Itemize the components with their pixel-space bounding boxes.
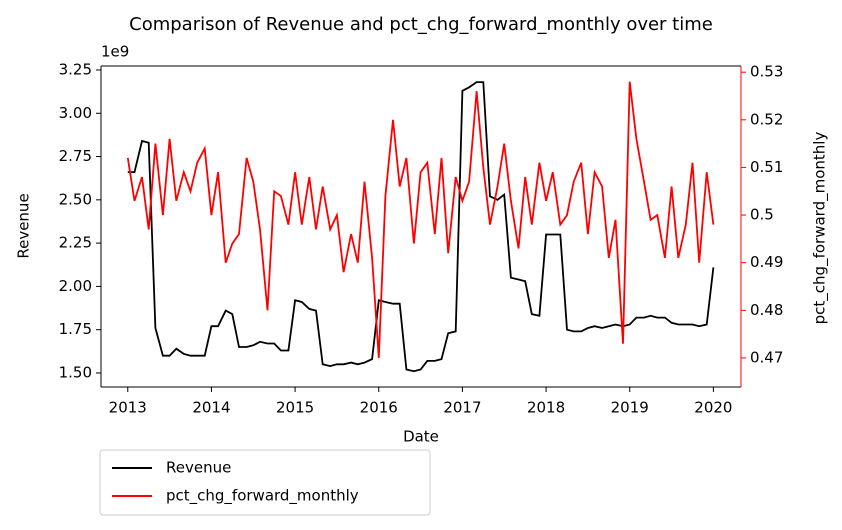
series-line [127,81,715,373]
x-axis-label: Date [403,428,439,446]
legend-box [99,449,431,516]
legend-label: pct_chg_forward_monthly [166,487,359,506]
y-tick-label: 2.75 [59,147,92,165]
series-line [126,81,715,358]
x-tick-label: 2015 [276,399,314,417]
chart-title: Comparison of Revenue and pct_chg_forwar… [129,14,713,35]
y2-tick-label: 0.49 [750,253,783,271]
x-tick-label: 2016 [360,399,398,417]
y-tick-label: 3.00 [59,104,92,122]
y2-tick-label: 0.53 [750,63,783,81]
y-tick-label: 3.25 [59,60,92,78]
y2-tick-label: 0.52 [750,110,783,128]
y2-tick-label: 0.51 [750,158,783,176]
y-offset-text: 1e9 [101,43,129,61]
y-tick-label: 2.50 [59,190,92,208]
legend-label: Revenue [166,459,231,477]
x-tick-label: 2017 [443,399,481,417]
y2-axis-label: pct_chg_forward_monthly [811,132,830,325]
y2-tick-label: 0.5 [750,206,774,224]
y-axis-label: Revenue [15,193,33,258]
y-tick-label: 2.00 [59,277,92,295]
y-tick-label: 1.75 [59,320,92,338]
y-tick-label: 2.25 [59,234,92,252]
x-tick-label: 2020 [694,399,732,417]
x-tick-label: 2013 [109,399,147,417]
y2-tick-label: 0.48 [750,301,783,319]
x-tick-label: 2018 [527,399,565,417]
y-tick-label: 1.50 [59,363,92,381]
x-tick-label: 2014 [192,399,230,417]
y2-tick-label: 0.47 [750,348,783,366]
x-tick-label: 2019 [611,399,649,417]
